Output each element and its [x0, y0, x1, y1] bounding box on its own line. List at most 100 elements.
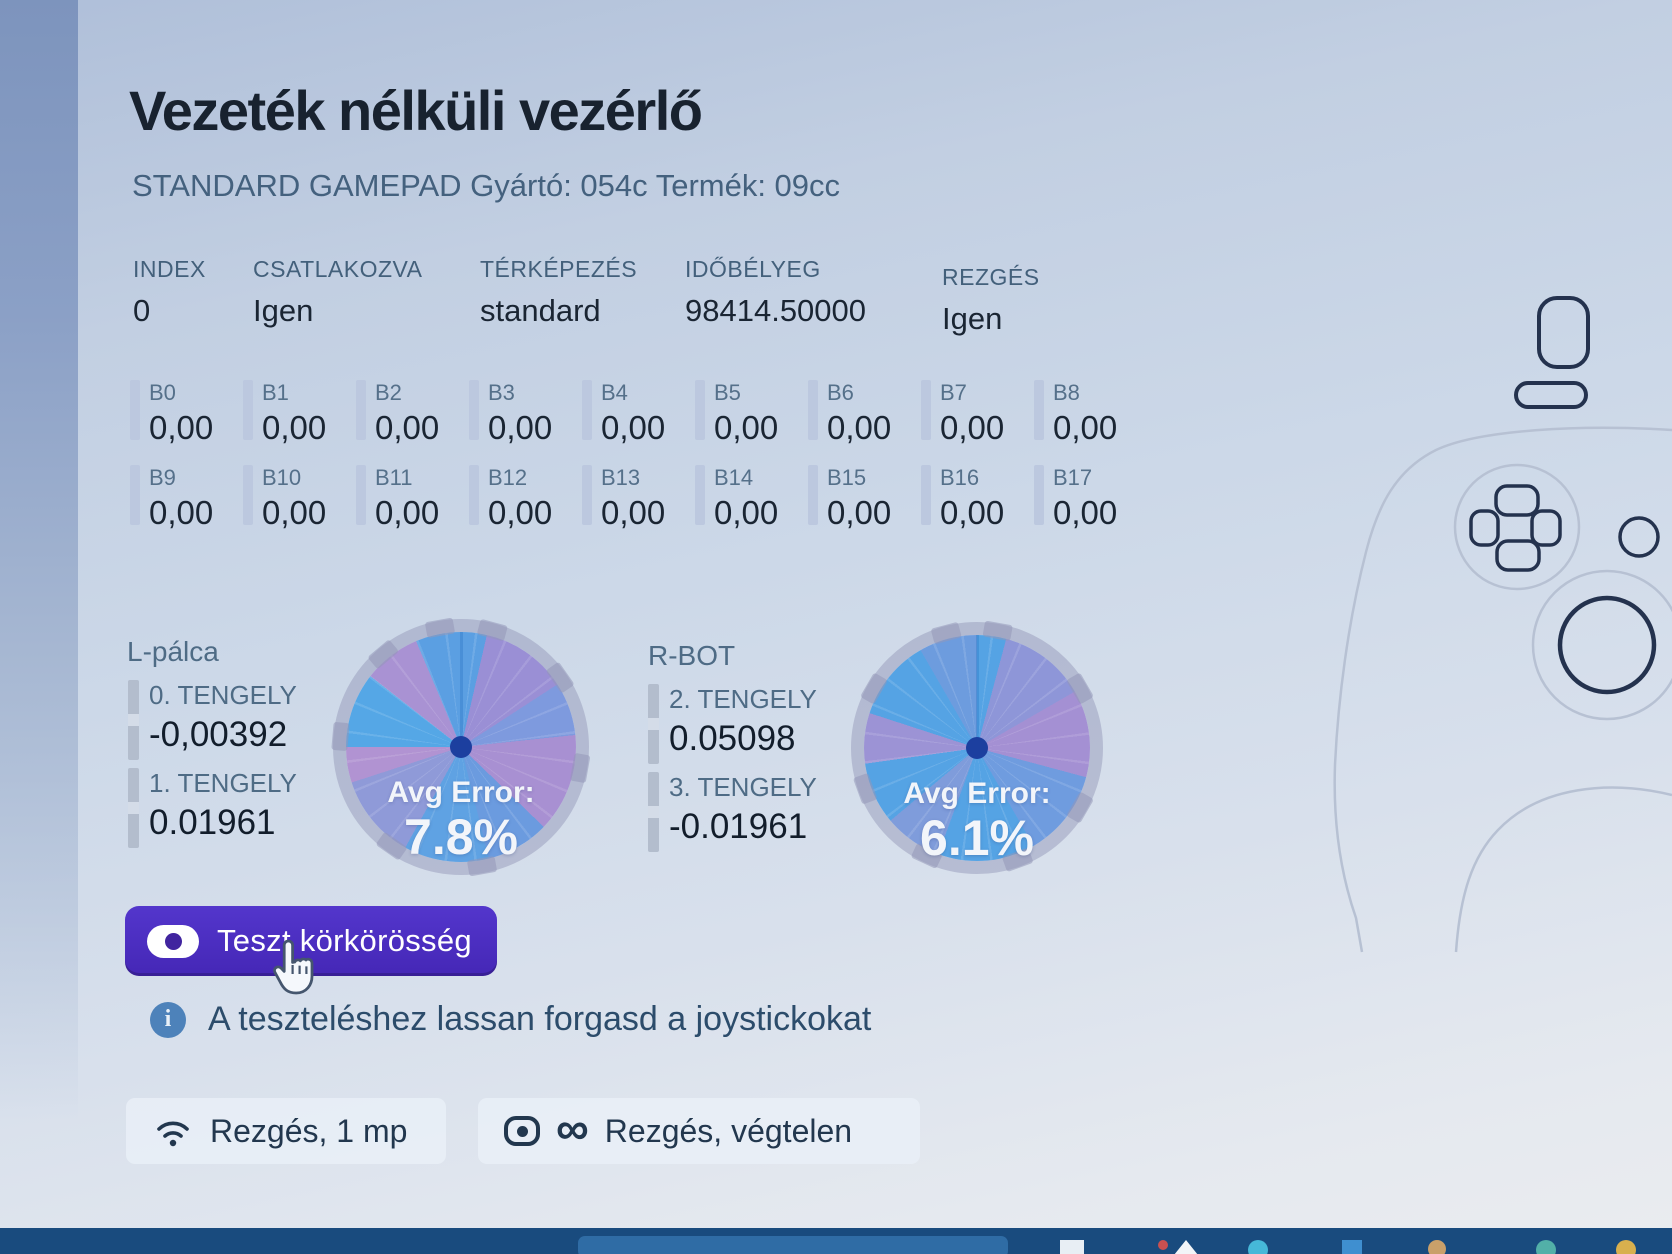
touchpad-icon: [504, 1116, 540, 1146]
toggle-icon: [147, 924, 199, 958]
gamepad-button-cell: B9 0,00: [130, 465, 243, 532]
taskbar-icon-5[interactable]: [1342, 1240, 1362, 1254]
info-cell: IDŐBÉLYEG 98414.50000: [685, 256, 942, 337]
right-stick-position-dot: [966, 737, 988, 759]
hand-cursor-icon: [273, 939, 314, 995]
controller-body-outline: [1333, 426, 1672, 953]
photo-edge-shade: [0, 0, 78, 1120]
button-label: B0: [149, 380, 176, 405]
button-value: 0,00: [488, 494, 553, 531]
button-label: B9: [149, 465, 176, 490]
taskbar-icon-7[interactable]: [1536, 1240, 1556, 1254]
axis-0-label: 0. TENGELY: [149, 680, 297, 710]
button-value: 0,00: [827, 409, 892, 446]
taskbar-icon-3[interactable]: [1174, 1240, 1198, 1254]
button-value: 0,00: [488, 409, 553, 446]
dpad-down-button: [1495, 539, 1541, 572]
taskbar-icon-2[interactable]: [1158, 1240, 1168, 1250]
button-pressure-bar: [921, 465, 931, 525]
info-cell: REZGÉS Igen: [942, 256, 1040, 337]
right-avg-error: Avg Error: 6.1%: [903, 777, 1051, 866]
dpad-right-button: [1530, 509, 1562, 547]
gamepad-button-cell: B16 0,00: [921, 465, 1034, 532]
axis-0-block: 0. TENGELY -0,00392: [128, 680, 297, 760]
button-pressure-bar: [695, 465, 705, 525]
button-pressure-bar: [356, 380, 366, 440]
taskbar-active-window-button[interactable]: [578, 1236, 1008, 1254]
info-cell: CSATLAKOZVA Igen: [253, 256, 480, 337]
left-avg-error: Avg Error: 7.8%: [387, 776, 535, 865]
gamepad-button-cell: B6 0,00: [808, 380, 921, 447]
gamepad-button-cell: B3 0,00: [469, 380, 582, 447]
bumper-button-outline: [1514, 381, 1588, 409]
info-value: 98414.50000: [685, 293, 867, 328]
info-label: INDEX: [133, 256, 206, 282]
button-pressure-bar: [808, 380, 818, 440]
button-pressure-bar: [469, 465, 479, 525]
vibrate-infinite-button[interactable]: ∞ Rezgés, végtelen: [478, 1098, 920, 1164]
gamepad-button-cell: B10 0,00: [243, 465, 356, 532]
button-pressure-bar: [469, 380, 479, 440]
axis-0-meter-bar: [128, 680, 139, 760]
button-pressure-bar: [243, 465, 253, 525]
create-button-outline: [1618, 516, 1660, 558]
button-pressure-bar: [582, 465, 592, 525]
circularity-test-button[interactable]: Teszt körkörösség: [125, 906, 497, 976]
button-label: B13: [601, 465, 641, 490]
button-value: 0,00: [940, 409, 1005, 446]
gamepad-button-cell: B0 0,00: [130, 380, 243, 447]
taskbar-icon-1[interactable]: [1060, 1240, 1084, 1254]
button-pressure-bar: [130, 465, 140, 525]
page-title: Vezeték nélküli vezérlő: [129, 79, 703, 142]
circularity-test-label: Teszt körkörösség: [217, 923, 472, 958]
button-pressure-bar: [921, 380, 931, 440]
left-gauge-disc: [346, 632, 576, 862]
button-label: B16: [940, 465, 980, 490]
gamepad-button-cell: B8 0,00: [1034, 380, 1147, 447]
info-value: standard: [480, 293, 601, 328]
gamepad-button-cell: B1 0,00: [243, 380, 356, 447]
gamepad-info-table: INDEX 0 CSATLAKOZVA Igen TÉRKÉPEZÉS stan…: [133, 256, 1040, 337]
info-cell: INDEX 0: [133, 256, 253, 337]
taskbar-icon-8[interactable]: [1616, 1240, 1636, 1254]
right-stick-name: R-BOT: [648, 640, 736, 671]
info-icon: i: [150, 1001, 186, 1038]
vibrate-1s-button[interactable]: Rezgés, 1 mp: [126, 1098, 446, 1164]
button-value: 0,00: [714, 494, 779, 531]
gamepad-button-cell: B4 0,00: [582, 380, 695, 447]
button-label: B15: [827, 465, 867, 490]
button-value: 0,00: [149, 409, 214, 446]
gamepad-button-cell: B5 0,00: [695, 380, 808, 447]
controller-grip-outline: [1454, 786, 1672, 953]
hint-text: A teszteléshez lassan forgasd a joystick…: [208, 1000, 872, 1038]
dpad-ring-outline: [1453, 463, 1581, 591]
axis-0-value: -0,00392: [149, 715, 288, 754]
info-cell: TÉRKÉPEZÉS standard: [480, 256, 685, 337]
info-label: TÉRKÉPEZÉS: [480, 256, 638, 282]
axis-2-label: 2. TENGELY: [669, 684, 817, 714]
axis-1-meter-bar: [128, 768, 139, 848]
right-stick-circularity-gauge: Avg Error: 6.1%: [851, 620, 1103, 874]
button-label: B17: [1053, 465, 1093, 490]
taskbar-icon-4[interactable]: [1248, 1240, 1268, 1254]
button-label: B2: [375, 380, 402, 405]
button-value: 0,00: [1053, 494, 1118, 531]
button-label: B7: [940, 380, 967, 405]
axis-3-block: 3. TENGELY -0.01961: [648, 772, 817, 852]
button-pressure-bar: [130, 380, 140, 440]
button-value: 0,00: [827, 494, 892, 531]
hint-row: i A teszteléshez lassan forgasd a joysti…: [150, 1000, 871, 1039]
button-label: B12: [488, 465, 528, 490]
axis-2-block: 2. TENGELY 0.05098: [648, 684, 817, 764]
button-label: B10: [262, 465, 302, 490]
button-pressure-bar: [243, 380, 253, 440]
button-value: 0,00: [601, 409, 666, 446]
button-pressure-bar: [695, 380, 705, 440]
taskbar-icon-6[interactable]: [1428, 1240, 1446, 1254]
windows-taskbar: [0, 1228, 1672, 1254]
button-label: B6: [827, 380, 854, 405]
button-label: B4: [601, 380, 628, 405]
button-value: 0,00: [375, 409, 440, 446]
gamepad-button-cell: B17 0,00: [1034, 465, 1147, 532]
info-value: 0: [133, 293, 151, 328]
